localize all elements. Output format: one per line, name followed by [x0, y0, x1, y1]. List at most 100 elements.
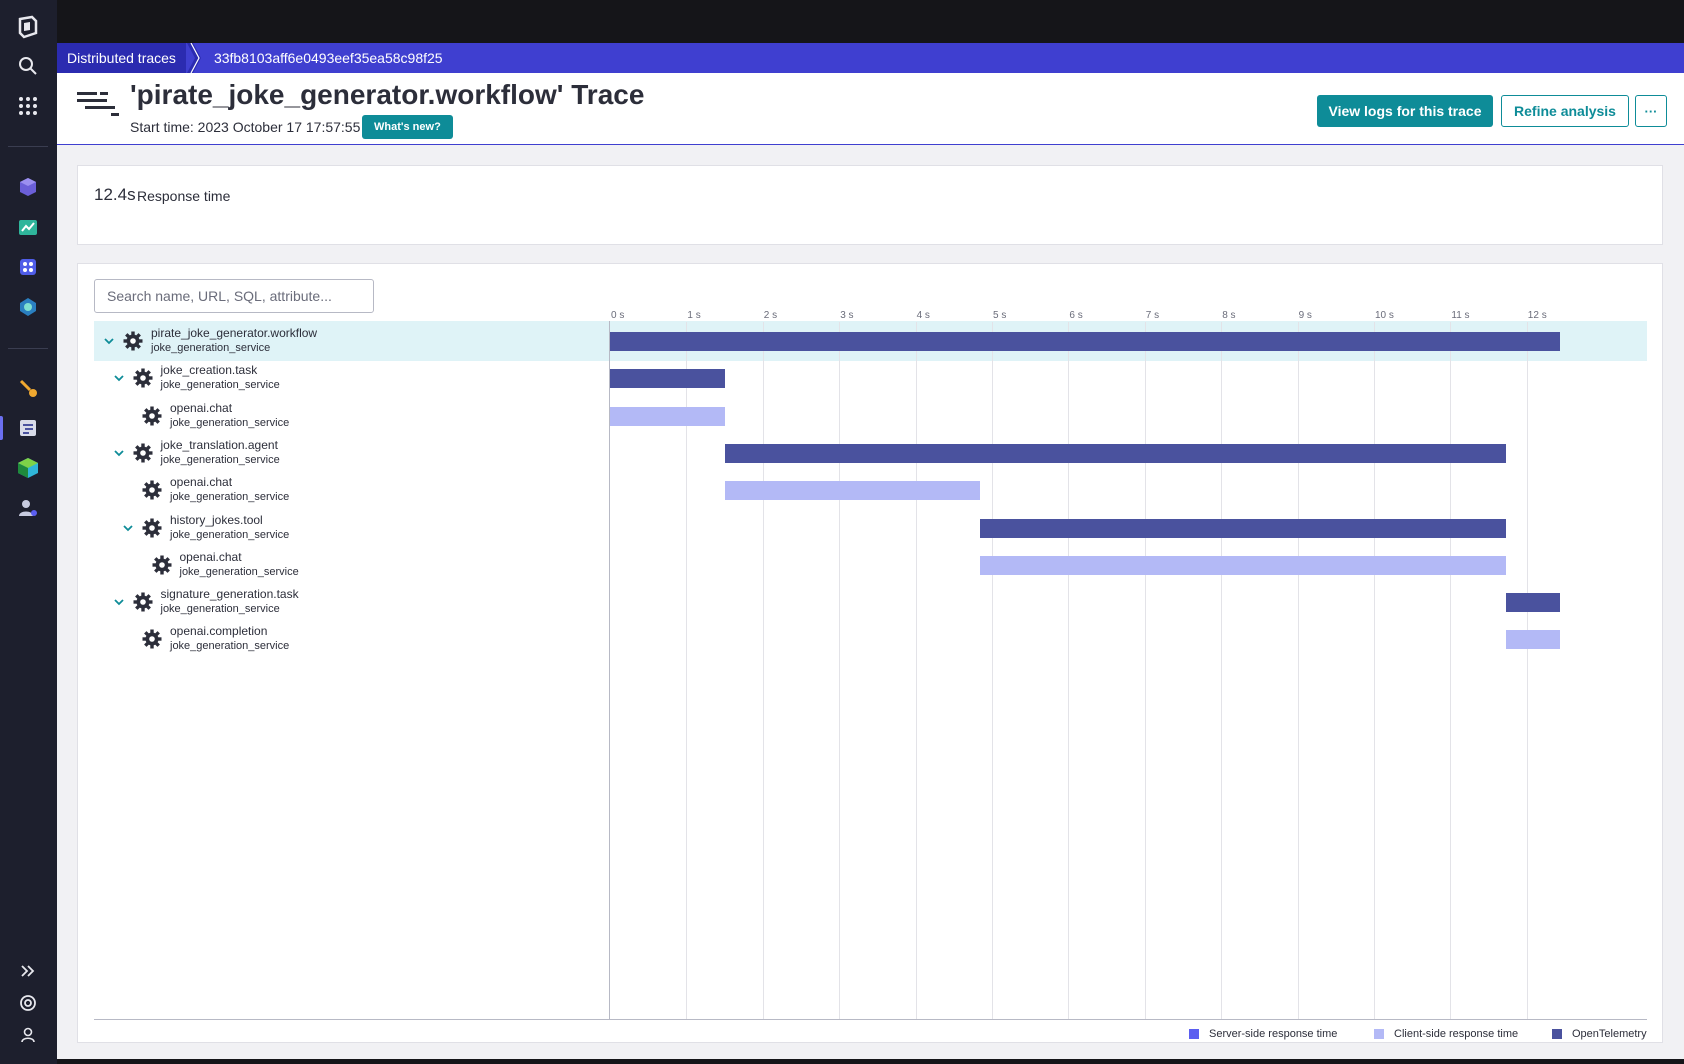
grid-line [1450, 322, 1452, 1019]
span-bar[interactable] [725, 443, 1507, 463]
chevron-down-icon[interactable] [121, 521, 135, 535]
left-nav [0, 0, 57, 1064]
user-settings-app-icon[interactable] [14, 494, 42, 522]
start-time: Start time: 2023 October 17 17:57:55 [130, 119, 361, 135]
chevron-down-icon[interactable] [112, 446, 126, 460]
page-header: 'pirate_joke_generator.workflow' Trace S… [57, 73, 1684, 145]
span-name: openai.completion [170, 624, 268, 639]
breadcrumb-parent-label: Distributed traces [67, 50, 176, 66]
legend-swatch [1189, 1029, 1199, 1039]
span-service: joke_generation_service [179, 565, 299, 578]
span-bar[interactable] [610, 332, 1560, 351]
tick-label: 3 s [840, 310, 854, 321]
span-service: joke_generation_service [160, 603, 280, 616]
chevron-down-icon[interactable] [112, 371, 126, 385]
span-row[interactable]: openai.completion joke_generation_service [121, 619, 289, 659]
service-gear-icon [122, 330, 144, 352]
span-bar[interactable] [979, 518, 1507, 538]
tick-label: 0 s [611, 310, 625, 321]
page-title: 'pirate_joke_generator.workflow' Trace [130, 79, 645, 110]
legend-item: Server-side response time [1189, 1028, 1337, 1040]
search-icon[interactable] [14, 52, 42, 80]
span-bar[interactable] [725, 481, 980, 501]
breadcrumb-trace-id[interactable]: 33fb8103aff6e0493eef35ea58c98f25 [213, 50, 443, 66]
span-row[interactable]: history_jokes.tool joke_generation_servic… [121, 508, 289, 548]
chevron-down-icon[interactable] [112, 595, 126, 609]
span-bar[interactable] [1506, 630, 1560, 650]
nav-separator [8, 146, 48, 147]
breadcrumb-chevron-icon [187, 43, 201, 73]
span-name: joke_translation.agent [160, 437, 278, 452]
span-bar[interactable] [1506, 593, 1560, 613]
timeline-left-axis [609, 321, 610, 1019]
response-time-value: 12.4s [94, 185, 136, 204]
response-time-card: 12.4s Response time [77, 165, 1663, 245]
span-text: joke_creation.task joke_generation_servic… [161, 363, 280, 393]
cube-app-icon[interactable] [14, 173, 42, 201]
notebook-app-icon[interactable] [14, 253, 42, 281]
span-service: joke_generation_service [160, 453, 280, 466]
legend-label: Client-side response time [1394, 1028, 1519, 1040]
span-text: signature_generation.task joke_generation… [161, 587, 299, 617]
chevron-placeholder [131, 558, 145, 572]
refine-analysis-button[interactable]: Refine analysis [1501, 95, 1629, 127]
whats-new-button[interactable]: What's new? [362, 115, 453, 139]
span-row[interactable]: pirate_joke_generator.workflow joke_gener… [102, 321, 317, 361]
tick-label: 12 s [1527, 310, 1547, 321]
service-gear-icon [132, 367, 154, 389]
key-app-icon[interactable] [14, 374, 42, 402]
span-service: joke_generation_service [151, 342, 271, 354]
response-time-label: Response time [137, 188, 231, 204]
span-name: openai.chat [170, 400, 233, 415]
span-search-input[interactable] [94, 279, 374, 313]
span-row[interactable]: joke_creation.task joke_generation_servic… [112, 358, 280, 398]
dashboard-app-icon[interactable] [14, 213, 42, 241]
span-name: openai.chat [170, 475, 233, 490]
distributed-traces-icon [77, 89, 121, 124]
span-bar[interactable] [610, 369, 725, 389]
span-row[interactable]: openai.chat joke_generation_service [131, 545, 299, 585]
chevron-down-icon[interactable] [102, 334, 116, 348]
help-icon[interactable] [14, 989, 42, 1017]
service-gear-icon [141, 405, 163, 427]
service-gear-icon [132, 591, 154, 613]
tick-label: 10 s [1375, 310, 1394, 321]
legend-label: OpenTelemetry [1572, 1028, 1647, 1040]
traces-app-icon[interactable] [14, 414, 42, 442]
tick-label: 5 s [993, 310, 1007, 321]
span-name: history_jokes.tool [170, 512, 263, 527]
span-service: joke_generation_service [170, 640, 290, 653]
breadcrumb-distributed-traces[interactable]: Distributed traces [57, 43, 186, 73]
apps-grid-icon[interactable] [14, 92, 42, 120]
span-bar[interactable] [979, 555, 1507, 575]
tick-label: 8 s [1222, 310, 1236, 321]
span-row[interactable]: openai.chat joke_generation_service [121, 470, 289, 510]
services-app-icon[interactable] [14, 293, 42, 321]
grid-line [1144, 322, 1146, 1019]
span-row[interactable]: joke_translation.agent joke_generation_se… [112, 433, 280, 473]
timeline-bottom-axis [94, 1019, 1647, 1020]
span-bar[interactable] [610, 406, 725, 426]
hub-app-icon[interactable] [14, 454, 42, 482]
tick-label: 9 s [1298, 310, 1312, 321]
span-row[interactable]: signature_generation.task joke_generation… [112, 582, 299, 622]
chevron-placeholder [121, 409, 135, 423]
service-gear-icon [141, 479, 163, 501]
span-service: joke_generation_service [170, 528, 290, 541]
service-gear-icon [132, 442, 154, 464]
view-logs-button[interactable]: View logs for this trace [1317, 95, 1493, 127]
chevron-placeholder [121, 483, 135, 497]
legend-swatch [1374, 1029, 1384, 1039]
span-row[interactable]: openai.chat joke_generation_service [121, 396, 289, 436]
span-text: openai.chat joke_generation_service [170, 475, 289, 505]
expand-nav-icon[interactable] [14, 957, 42, 985]
user-profile-icon[interactable] [14, 1021, 42, 1049]
window-top-strip [57, 0, 1684, 43]
service-gear-icon [141, 517, 163, 539]
dynatrace-logo-icon[interactable] [14, 13, 42, 41]
grid-line [1526, 322, 1528, 1019]
nav-separator [8, 348, 48, 349]
more-actions-button[interactable]: ··· [1635, 95, 1667, 127]
span-name: openai.chat [179, 549, 242, 564]
grid-line [762, 322, 764, 1019]
